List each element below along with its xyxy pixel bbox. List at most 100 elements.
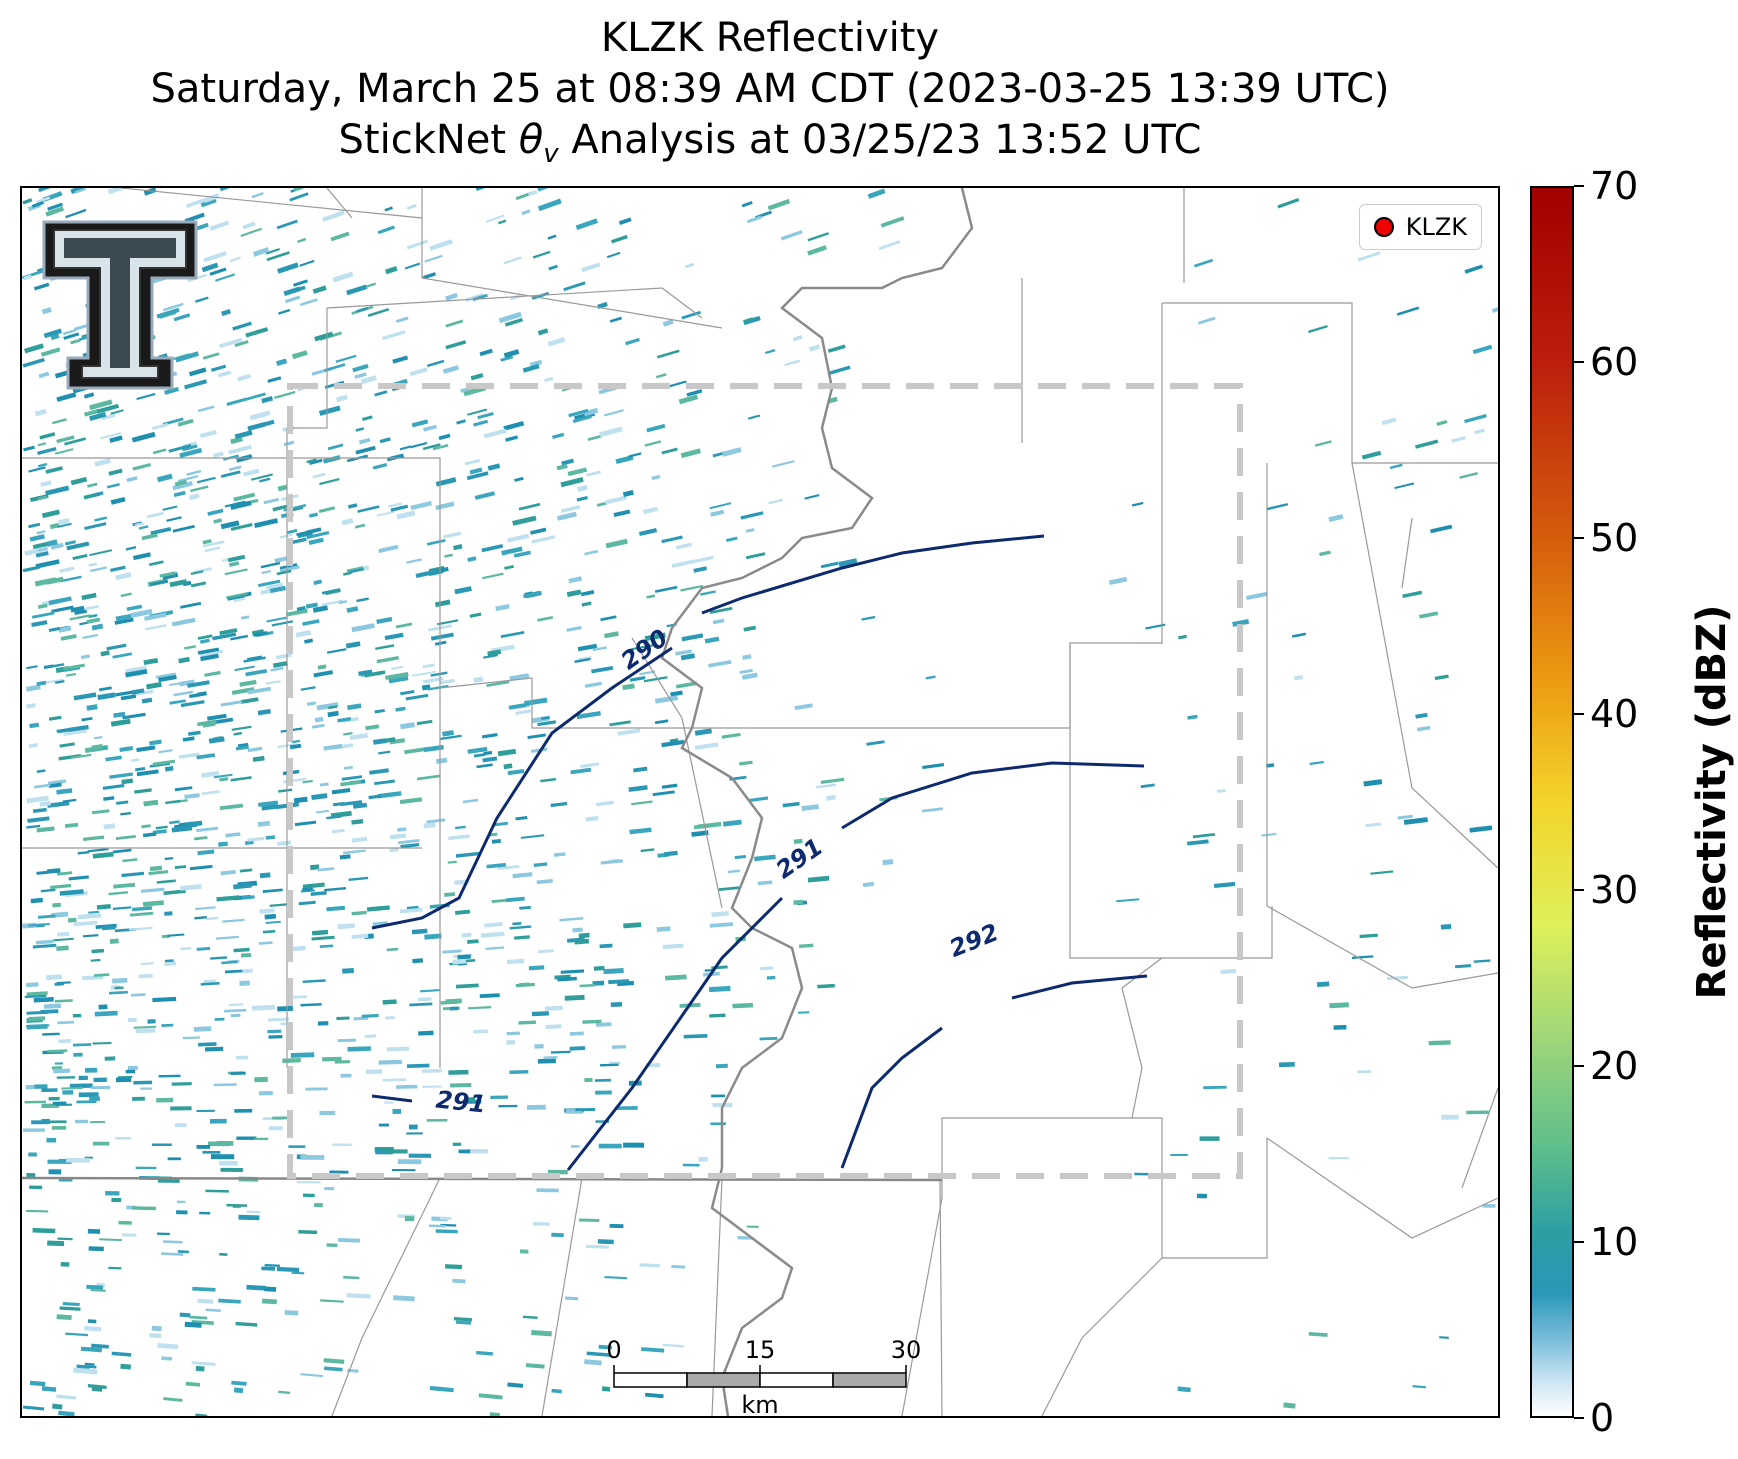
echo-streak (209, 267, 227, 276)
echo-streak (638, 528, 658, 537)
echo-streak (47, 779, 67, 786)
echo-streak (101, 924, 116, 931)
echo-streak (434, 599, 451, 608)
echo-streak (1116, 898, 1140, 903)
echo-streak (33, 282, 50, 291)
echo-streak (162, 302, 184, 312)
echo-streak (109, 772, 134, 779)
echo-streak (337, 923, 355, 930)
echo-streak (574, 938, 590, 945)
echo-streak (603, 409, 624, 417)
echo-streak (205, 1189, 229, 1193)
echo-streak (485, 214, 505, 223)
echo-streak (582, 1019, 602, 1024)
echo-streak (793, 838, 803, 844)
echo-streak (28, 922, 50, 927)
echo-streak (278, 308, 291, 315)
echo-streak (27, 816, 50, 823)
echo-streak (1266, 502, 1289, 511)
echo-streak (50, 333, 60, 341)
echo-streak (92, 851, 114, 859)
echo-streak (107, 188, 125, 195)
echo-streak (148, 739, 162, 746)
echo-streak (131, 688, 145, 695)
echo-streak (410, 441, 428, 449)
echo-streak (598, 1344, 613, 1350)
echo-streak (609, 720, 631, 727)
echo-streak (52, 1403, 63, 1410)
echo-streak (343, 1275, 360, 1280)
echo-streak (323, 1366, 343, 1372)
echo-streak (219, 803, 244, 811)
echo-streak (263, 1286, 277, 1292)
echo-streak (485, 946, 505, 950)
echo-streak (155, 672, 176, 679)
echo-streak (354, 372, 367, 379)
echo-streak (220, 700, 243, 707)
echo-streak (175, 351, 199, 363)
echo-streak (721, 447, 742, 457)
echo-streak (32, 807, 47, 813)
echo-streak (489, 1412, 501, 1416)
colorbar-tick-label: 0 (1590, 1396, 1615, 1440)
echo-streak (87, 1384, 107, 1390)
echo-streak (47, 800, 70, 808)
echo-streak (537, 188, 547, 192)
echo-streak (389, 738, 405, 745)
title-line-3-prefix: StickNet (338, 117, 519, 163)
echo-streak (207, 508, 224, 516)
echo-streak (200, 649, 224, 657)
echo-streak (308, 512, 319, 518)
echo-streak (268, 1035, 283, 1039)
echo-streak (42, 1032, 60, 1036)
radar-map[interactable]: 290 291 291 292 0 15 30 km KLZK (20, 186, 1500, 1418)
echo-streak (452, 1278, 466, 1284)
echo-streak (143, 657, 159, 666)
echo-streak (38, 371, 50, 379)
echo-streak (297, 531, 313, 539)
echo-streak (308, 537, 324, 545)
echo-streak (500, 355, 514, 362)
echo-streak (727, 869, 740, 874)
echo-streak (1283, 1402, 1296, 1409)
echo-streak (198, 1042, 217, 1047)
echo-streak (347, 1046, 371, 1052)
echo-streak (200, 198, 217, 208)
echo-streak (556, 463, 568, 471)
echo-streak (1192, 833, 1216, 839)
echo-streak (150, 526, 172, 536)
echo-streak (284, 295, 301, 304)
echo-streak (277, 484, 288, 492)
echo-streak (110, 565, 126, 572)
echo-streak (242, 968, 253, 974)
echo-streak (567, 467, 588, 477)
echo-streak (424, 254, 443, 263)
echo-streak (1361, 450, 1382, 460)
echo-streak (106, 643, 127, 651)
echo-streak (505, 435, 519, 442)
echo-streak (342, 849, 366, 855)
echo-streak (192, 1286, 216, 1292)
echo-streak (130, 608, 153, 618)
echo-streak (537, 198, 562, 212)
echo-streak (228, 1003, 244, 1007)
echo-streak (311, 793, 328, 801)
echo-streak (29, 534, 45, 542)
echo-streak (230, 500, 252, 510)
echo-streak (654, 585, 678, 593)
echo-streak (686, 389, 703, 397)
echo-streak (581, 262, 601, 273)
echo-streak (604, 495, 628, 505)
echo-streak (337, 1038, 357, 1043)
echo-streak (1414, 439, 1439, 449)
echo-streak (323, 1358, 345, 1364)
echo-streak (319, 478, 340, 486)
echo-streak (340, 780, 362, 787)
echo-streak (84, 1362, 95, 1366)
echo-streak (64, 822, 79, 828)
echo-streak (59, 566, 75, 573)
echo-streak (140, 962, 154, 966)
echo-streak (500, 630, 525, 639)
echo-streak (861, 615, 876, 621)
echo-streak (108, 990, 128, 995)
